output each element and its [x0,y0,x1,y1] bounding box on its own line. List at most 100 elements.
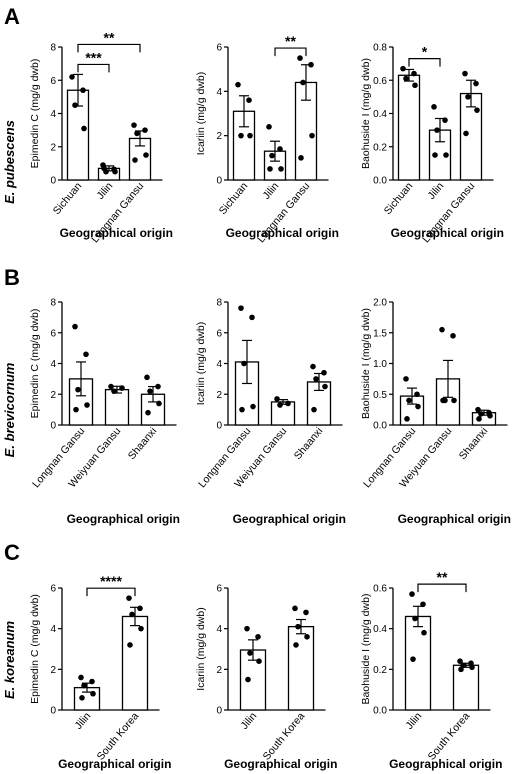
category-label: Jilin [238,710,259,732]
data-point [249,314,255,321]
significance-bracket [408,58,441,67]
y-tick-label: 0 [216,706,222,717]
y-tick-label: 6 [50,76,56,87]
data-point [247,650,253,656]
category-label: Shaanxi [292,425,326,462]
y-tick-label: 0.4 [373,624,387,635]
data-point [277,402,283,408]
data-point [414,391,420,398]
data-point [112,168,118,175]
data-point [475,406,481,413]
panel-letter-c: C [4,540,20,565]
data-point [309,132,315,139]
data-point [255,634,261,640]
data-point [69,74,75,80]
y-tick-label: 1.0 [373,359,387,370]
x-axis-label: Geographical origin [233,512,346,526]
significance-label: ** [104,29,115,45]
data-point [478,411,484,417]
bar [404,615,432,711]
x-axis-label: Geographical origin [389,757,502,771]
significance-bracket [274,47,307,57]
y-tick-label: 6 [216,584,222,595]
bar [287,625,315,711]
data-point [155,383,161,390]
y-tick-label: 0.0 [373,176,387,187]
y-tick-label: 2 [50,665,56,676]
y-tick-label: 2 [50,142,56,153]
data-point [403,376,409,382]
category-label: Shaanxi [126,425,160,462]
data-point [432,152,438,158]
data-point [138,625,144,632]
y-tick-label: 6 [216,43,222,54]
data-point [235,81,241,88]
panel-letter-b: B [4,265,20,290]
data-point [462,70,468,77]
data-point [156,400,162,407]
bar [121,615,149,711]
data-point [127,642,133,648]
data-point [78,674,84,681]
y-tick-label: 0.6 [373,76,387,87]
chart-8: 0 2 4 6 Icariin (mg/g dwb) Jilin South KoreaGe… [195,584,337,772]
data-point [145,409,151,416]
significance-label: ** [437,569,448,585]
bar [104,388,130,426]
data-point [246,97,252,103]
data-point [450,333,456,339]
data-point [238,132,244,139]
data-point [132,157,138,163]
data-point [304,634,310,640]
y-axis-label: Icariin (mg/g dwb) [195,72,207,155]
data-point [300,79,306,86]
y-tick-label: 6 [50,584,56,595]
data-point [250,403,256,410]
data-point [285,400,291,407]
y-axis-label: Baohuside I (mg/g dwb) [360,58,372,169]
data-point [83,351,89,358]
data-point [400,65,406,72]
data-point [73,406,79,413]
y-tick-label: 4 [216,359,222,370]
data-point [420,601,426,608]
species-label-a: E. pubescens [2,120,17,204]
y-axis-label: Icariin (mg/g dwb) [195,322,207,405]
data-point [487,412,493,419]
data-point [473,80,479,87]
data-point [267,166,273,172]
data-point [81,682,87,689]
significance-bracket [86,587,136,597]
category-label: Jilin [403,710,424,732]
y-tick-label: 0.5 [373,390,387,401]
data-point [292,605,298,612]
data-point [406,397,412,404]
y-tick-label: 6 [216,328,222,339]
data-point [80,87,86,94]
data-point [431,104,437,110]
data-point [84,402,90,408]
y-tick-label: 6 [50,328,56,339]
significance-bracket [77,63,110,73]
data-point [274,396,280,402]
data-point [403,75,409,82]
y-tick-label: 0.6 [373,584,387,595]
data-point [143,152,149,158]
data-point [465,94,471,100]
data-point [238,305,244,311]
data-point [239,406,245,413]
data-point [308,61,314,68]
y-tick-label: 8 [50,43,56,54]
data-point [101,165,107,172]
category-label: Jilin [425,180,446,202]
species-label-b: E. brevicornum [2,362,17,457]
data-point [474,107,480,113]
data-point [90,690,96,697]
category-label: Jilin [94,180,115,202]
